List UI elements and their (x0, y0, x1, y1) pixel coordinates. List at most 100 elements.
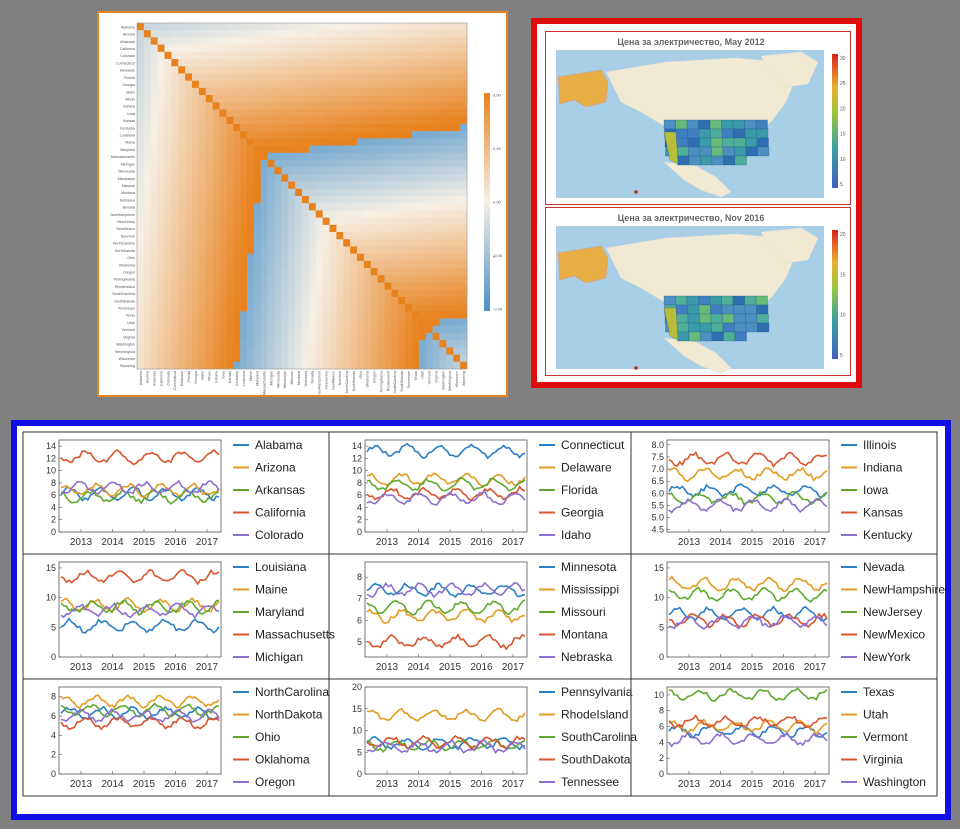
heatmap-cell (370, 347, 378, 355)
heatmap-cell (425, 167, 433, 175)
heatmap-cell (253, 87, 262, 96)
heatmap-cell (384, 203, 392, 211)
heatmap-cell (412, 145, 420, 154)
heatmap-cell (226, 246, 234, 254)
heatmap-cell (212, 44, 220, 53)
heatmap-cell (143, 268, 152, 276)
heatmap-col-label: SouthCarolina (393, 371, 397, 394)
heatmap-cell (185, 109, 193, 118)
heatmap-cell (315, 37, 323, 45)
heatmap-cell (405, 354, 413, 363)
y-tick-label: 7 (357, 594, 362, 604)
heatmap-cell (357, 203, 365, 211)
heatmap-col-label: Virginia (434, 371, 438, 383)
heatmap-cell (192, 152, 200, 161)
heatmap-cell (405, 174, 413, 182)
heatmap-cell (446, 23, 454, 31)
heatmap-cell (198, 123, 207, 132)
heatmap-cell (363, 196, 372, 204)
heatmap-cell (308, 354, 317, 363)
heatmap-cell (377, 181, 385, 190)
heatmap-cell (288, 30, 296, 38)
heatmap-cell (357, 116, 365, 125)
heatmap-cell (137, 268, 145, 276)
heatmap-cell (178, 325, 186, 334)
heatmap-cell (302, 138, 310, 146)
heatmap-cell (357, 296, 365, 305)
heatmap-cell (288, 304, 296, 312)
heatmap-cell (219, 51, 227, 60)
heatmap-cell (143, 340, 152, 348)
heatmap-cell (405, 80, 413, 89)
heatmap-cell (425, 332, 433, 341)
heatmap-cell (446, 260, 454, 269)
heatmap-col-label: Massachusetts (263, 371, 267, 395)
heatmap-cell (281, 347, 289, 355)
heatmap-cell (391, 325, 399, 334)
heatmap-cell (219, 232, 227, 240)
heatmap-cell (185, 289, 193, 298)
heatmap-cell (453, 275, 461, 283)
heatmap-cell (446, 340, 454, 348)
heatmap-cell (205, 232, 213, 240)
legend-entry: NewJersey (863, 605, 922, 619)
heatmap-cell (247, 174, 255, 182)
heatmap-cell (432, 181, 440, 190)
heatmap-cell (157, 354, 165, 363)
heatmap-cell (274, 196, 282, 204)
x-tick-label: 2013 (376, 779, 399, 790)
heatmap-cell (150, 23, 158, 31)
heatmap-cell (247, 282, 255, 291)
map-colorbar-tick: 30 (840, 56, 846, 62)
heatmap-cell (425, 87, 433, 96)
state-shape (711, 146, 724, 157)
heatmap-cell (453, 80, 461, 89)
heatmap-cell (267, 239, 275, 247)
heatmap-cell (384, 224, 392, 233)
heatmap-cell (288, 152, 296, 161)
heatmap-col-label: NewYork (338, 371, 342, 385)
heatmap-cell (302, 361, 310, 370)
heatmap-cell (384, 347, 392, 355)
heatmap-cell (377, 87, 385, 96)
heatmap-cell (308, 102, 317, 110)
heatmap-cell (185, 30, 193, 38)
series-line (668, 605, 828, 622)
heatmap-cell (288, 311, 296, 319)
heatmap-cell (205, 311, 213, 319)
heatmap-cell (240, 123, 248, 132)
heatmap-cell (137, 311, 145, 319)
heatmap-cell (192, 87, 200, 96)
heatmap-cell (219, 116, 227, 125)
heatmap-cell (260, 311, 268, 319)
heatmap-cell (178, 51, 186, 60)
heatmap-cell (150, 174, 158, 182)
state-shape (677, 155, 690, 166)
heatmap-cell (308, 203, 317, 211)
heatmap-cell (164, 332, 172, 341)
heatmap-cell (226, 131, 234, 139)
heatmap-cell (357, 44, 365, 53)
legend-entry: Nevada (863, 560, 905, 574)
heatmap-col-label: Montana (297, 371, 301, 385)
heatmap-cell (460, 325, 468, 334)
state-shape (698, 119, 711, 130)
heatmap-cell (219, 44, 227, 53)
legend-entry: NorthDakota (255, 708, 323, 722)
heatmap-cell (460, 44, 468, 53)
heatmap-cell (363, 203, 372, 211)
heatmap-cell (267, 131, 275, 139)
heatmap-col-label: Alabama (139, 371, 143, 385)
heatmap-cell (308, 152, 317, 161)
heatmap-cell (247, 260, 255, 269)
heatmap-cell (350, 123, 358, 132)
heatmap-cell (267, 95, 275, 103)
heatmap-cell (157, 23, 165, 31)
heatmap-cell (253, 95, 262, 103)
heatmap-cell (329, 246, 337, 254)
heatmap-cell (240, 159, 248, 168)
heatmap-cell (240, 167, 248, 175)
heatmap-cell (212, 332, 220, 341)
heatmap-cell (226, 73, 234, 81)
heatmap-cell (281, 73, 289, 81)
